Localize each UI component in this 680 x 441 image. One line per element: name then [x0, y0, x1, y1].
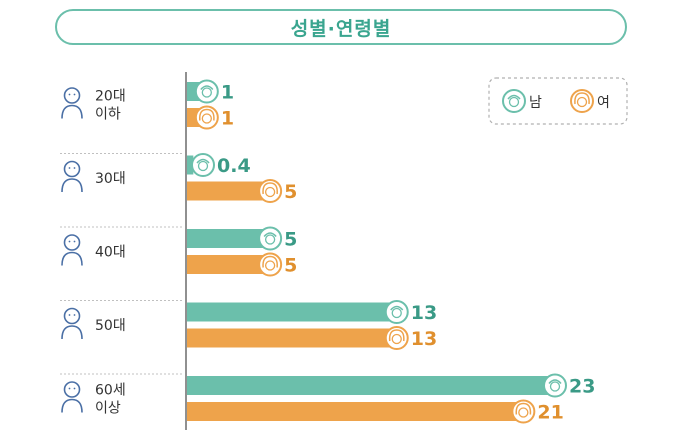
- face-hair: [196, 158, 210, 164]
- data-label: 5: [284, 255, 297, 277]
- data-label: 5: [284, 229, 297, 251]
- bar: [187, 181, 267, 201]
- face-outline: [384, 300, 409, 324]
- face-hair: [574, 92, 590, 105]
- face-hair: [198, 108, 215, 121]
- age-person-icon: [61, 307, 83, 340]
- face-hair: [548, 379, 562, 385]
- age-label: 이하: [95, 107, 121, 123]
- face-outline: [543, 373, 567, 398]
- person-body: [61, 398, 83, 413]
- person-head: [63, 307, 81, 325]
- data-label: 5: [284, 181, 297, 203]
- person-eye: [68, 93, 71, 96]
- male-icon: [258, 226, 283, 251]
- face-hair: [262, 255, 278, 268]
- female-icon: [258, 252, 283, 277]
- person-body: [61, 325, 83, 340]
- bar: [187, 229, 267, 248]
- legend-label: 여: [597, 95, 610, 111]
- legend-female-icon: [570, 89, 594, 113]
- face-hair: [200, 85, 214, 91]
- face-inner: [391, 307, 402, 319]
- female-icon: [384, 326, 409, 350]
- face-inner: [201, 113, 212, 124]
- age-person-icon: [61, 87, 83, 119]
- age-label: 30대: [95, 171, 126, 187]
- face-inner: [518, 407, 529, 418]
- male-icon: [543, 373, 567, 398]
- person-eye: [68, 167, 71, 169]
- bar: [187, 402, 520, 421]
- person-head: [63, 381, 81, 398]
- face-outline: [502, 89, 526, 113]
- face-outline: [191, 153, 215, 177]
- face-outline: [258, 226, 283, 251]
- face-hair: [262, 182, 278, 195]
- bar: [187, 302, 393, 322]
- data-label: 21: [537, 402, 563, 424]
- person-body: [61, 104, 83, 119]
- data-label: 23: [569, 376, 595, 398]
- person-eye: [73, 240, 76, 243]
- face-hair: [388, 329, 405, 342]
- person-eye: [68, 314, 71, 316]
- female-icon: [258, 179, 283, 203]
- face-inner: [549, 381, 561, 392]
- age-label: 40대: [95, 245, 126, 261]
- person-eye: [73, 314, 76, 316]
- chart-title: 성별·연령별: [290, 17, 392, 40]
- person-eye: [68, 240, 71, 243]
- person-head: [63, 160, 81, 178]
- person-eye: [73, 387, 76, 390]
- person-eye: [73, 93, 76, 96]
- face-hair: [390, 305, 404, 311]
- person-body: [61, 178, 83, 193]
- data-label: 13: [411, 328, 437, 350]
- data-label: 0.4: [217, 155, 251, 177]
- male-icon: [194, 79, 219, 104]
- face-hair: [263, 232, 277, 238]
- age-label: 60세: [95, 383, 126, 399]
- age-label: 20대: [95, 89, 126, 105]
- face-outline: [194, 79, 219, 104]
- person-head: [63, 87, 81, 104]
- face-inner: [576, 96, 588, 108]
- face-inner: [197, 160, 209, 172]
- male-icon: [384, 300, 409, 324]
- bar: [187, 376, 551, 395]
- age-label: 이상: [95, 401, 121, 417]
- person-head: [63, 234, 81, 251]
- face-inner: [264, 186, 276, 198]
- person-body: [61, 251, 83, 266]
- face-hair: [515, 402, 532, 415]
- age-person-icon: [61, 160, 83, 193]
- face-hair: [507, 94, 521, 100]
- data-label: 13: [411, 302, 437, 324]
- chart-title-box: 성별·연령별: [55, 9, 627, 45]
- age-person-icon: [61, 234, 83, 266]
- female-icon: [511, 399, 536, 424]
- face-inner: [264, 260, 276, 271]
- bar: [187, 328, 393, 348]
- face-inner: [201, 87, 212, 98]
- face-inner: [391, 333, 402, 345]
- person-eye: [68, 387, 71, 390]
- face-inner: [508, 96, 520, 108]
- bar: [187, 155, 194, 175]
- data-label: 1: [221, 108, 234, 130]
- face-inner: [264, 234, 276, 245]
- female-icon: [194, 105, 219, 130]
- person-eye: [73, 167, 76, 169]
- legend-box: [488, 77, 628, 125]
- male-icon: [191, 153, 215, 177]
- age-person-icon: [61, 381, 83, 413]
- legend-label: 남: [529, 95, 542, 111]
- bar: [187, 255, 267, 274]
- legend-male-icon: [502, 89, 526, 113]
- age-label: 50대: [95, 318, 126, 334]
- data-label: 1: [221, 82, 234, 104]
